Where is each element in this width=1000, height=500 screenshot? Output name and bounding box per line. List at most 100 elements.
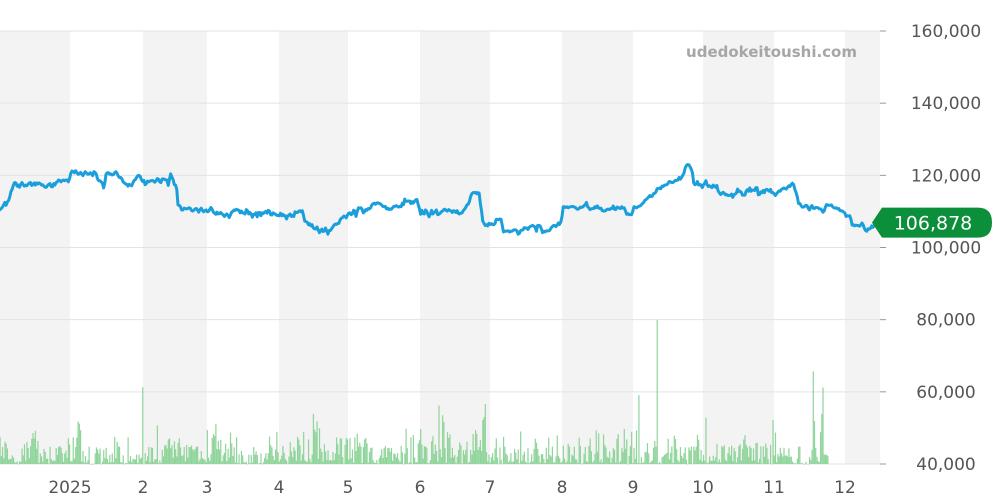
volume-bar <box>513 448 516 464</box>
volume-bar <box>374 462 377 464</box>
volume-bar <box>799 446 801 464</box>
volume-bar <box>622 451 624 464</box>
volume-bar <box>129 456 132 464</box>
volume-bar <box>671 446 673 464</box>
volume-bar <box>434 444 436 464</box>
volume-bar <box>607 457 610 464</box>
volume-bar <box>734 451 736 464</box>
volume-bar <box>303 431 305 464</box>
volume-bar <box>44 451 46 464</box>
volume-bar <box>378 458 380 464</box>
volume-bar <box>609 451 611 464</box>
volume-bar <box>176 456 178 464</box>
volume-bar <box>317 458 319 464</box>
volume-bar <box>154 459 156 464</box>
volume-bar <box>159 460 161 464</box>
volume-bar <box>443 421 445 464</box>
volume-bar <box>371 447 373 464</box>
volume-bar <box>357 446 360 464</box>
volume-bar <box>778 456 780 464</box>
volume-bar <box>150 447 152 464</box>
volume-bar <box>64 453 66 464</box>
volume-bar <box>212 434 215 464</box>
volume-bar <box>489 462 491 464</box>
volume-bar <box>730 445 733 464</box>
volume-bar <box>322 461 324 464</box>
volume-bar <box>353 462 355 464</box>
volume-bar <box>390 448 393 464</box>
volume-bar <box>318 428 321 464</box>
volume-bar <box>267 453 269 464</box>
volume-bar <box>531 454 533 464</box>
x-tick-label: 3 <box>202 478 213 498</box>
volume-bar <box>23 444 26 464</box>
volume-bar <box>285 460 288 464</box>
volume-bar <box>638 395 640 464</box>
volume-bar <box>509 460 511 464</box>
volume-bar <box>260 453 262 464</box>
volume-bar <box>314 429 316 464</box>
volume-bar <box>668 459 671 464</box>
volume-bar <box>226 461 228 464</box>
volume-bar <box>70 461 72 464</box>
volume-bar <box>177 443 179 464</box>
volume-bar <box>25 460 27 464</box>
volume-bar <box>559 458 561 464</box>
volume-bar <box>365 438 367 464</box>
volume-bar <box>325 451 327 464</box>
volume-bar <box>479 440 482 464</box>
volume-bar <box>604 444 606 464</box>
volume-bar <box>465 449 467 464</box>
volume-bar <box>737 457 739 464</box>
volume-bar <box>75 447 77 464</box>
volume-bar <box>427 463 429 464</box>
volume-bar <box>446 432 449 464</box>
volume-bar <box>743 439 745 464</box>
volume-bar <box>806 464 808 465</box>
y-axis: 160,000 140,000 120,000 100,000 80,000 60,000… <box>880 22 981 475</box>
volume-bar <box>620 461 622 464</box>
volume-bar <box>304 460 306 464</box>
volume-bar <box>42 461 44 464</box>
volume-bar <box>437 461 439 464</box>
volume-bar <box>423 446 425 464</box>
volume-bar <box>9 458 11 464</box>
y-tick-label: 100,000 <box>911 239 981 259</box>
volume-bar <box>366 443 368 464</box>
volume-bar <box>207 457 210 464</box>
volume-bar <box>20 461 22 464</box>
volume-bar <box>784 455 786 464</box>
volume-bar <box>34 430 37 464</box>
volume-bar <box>472 434 474 464</box>
volume-bar <box>384 445 386 464</box>
x-tick-label: 11 <box>763 478 785 498</box>
volume-bar <box>422 458 424 464</box>
volume-bar <box>332 452 334 464</box>
x-tick-label: 4 <box>274 478 285 498</box>
volume-bar <box>93 464 95 465</box>
volume-bar <box>418 440 421 464</box>
volume-bar <box>432 436 434 464</box>
volume-bar <box>717 462 719 464</box>
volume-bar <box>321 452 323 464</box>
volume-bar <box>780 453 783 464</box>
volume-bar <box>233 447 235 464</box>
volume-bar <box>232 456 234 464</box>
volume-bar <box>611 457 613 464</box>
x-tick-label: 10 <box>692 478 714 498</box>
volume-bar <box>136 454 138 464</box>
volume-bar <box>599 461 601 464</box>
volume-bar <box>439 449 441 464</box>
volume-bar <box>243 462 245 464</box>
volume-bar <box>420 428 422 464</box>
volume-bar <box>488 454 490 464</box>
volume-bar <box>161 449 163 464</box>
volume-bar <box>50 458 52 464</box>
volume-bar <box>791 461 794 464</box>
volume-bar <box>694 450 696 464</box>
volume-bar <box>296 436 299 464</box>
volume-bar <box>56 454 58 464</box>
volume-bar <box>755 443 757 464</box>
volume-bar <box>468 461 471 464</box>
volume-bar <box>521 460 523 464</box>
